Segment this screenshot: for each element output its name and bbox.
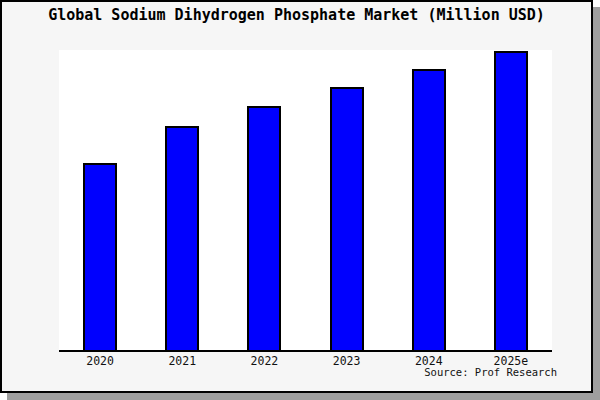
x-tick-label-2022: 2022 bbox=[251, 354, 279, 368]
source-credit: Source: Prof Research bbox=[424, 366, 557, 378]
chart-window: Global Sodium Dihydrogen Phosphate Marke… bbox=[0, 0, 600, 400]
bar-2022 bbox=[247, 106, 281, 350]
bar-2025e bbox=[494, 51, 528, 350]
bar-2021 bbox=[165, 126, 199, 350]
bar-2023 bbox=[330, 87, 364, 350]
x-tick-label-2021: 2021 bbox=[168, 354, 196, 368]
x-tick-label-2020: 2020 bbox=[86, 354, 114, 368]
x-tick-label-2023: 2023 bbox=[333, 354, 361, 368]
bar-2020 bbox=[83, 163, 117, 350]
bar-2024 bbox=[412, 69, 446, 350]
chart-panel: Global Sodium Dihydrogen Phosphate Marke… bbox=[0, 0, 593, 393]
chart-title: Global Sodium Dihydrogen Phosphate Marke… bbox=[2, 6, 591, 24]
plot-area bbox=[59, 50, 552, 352]
